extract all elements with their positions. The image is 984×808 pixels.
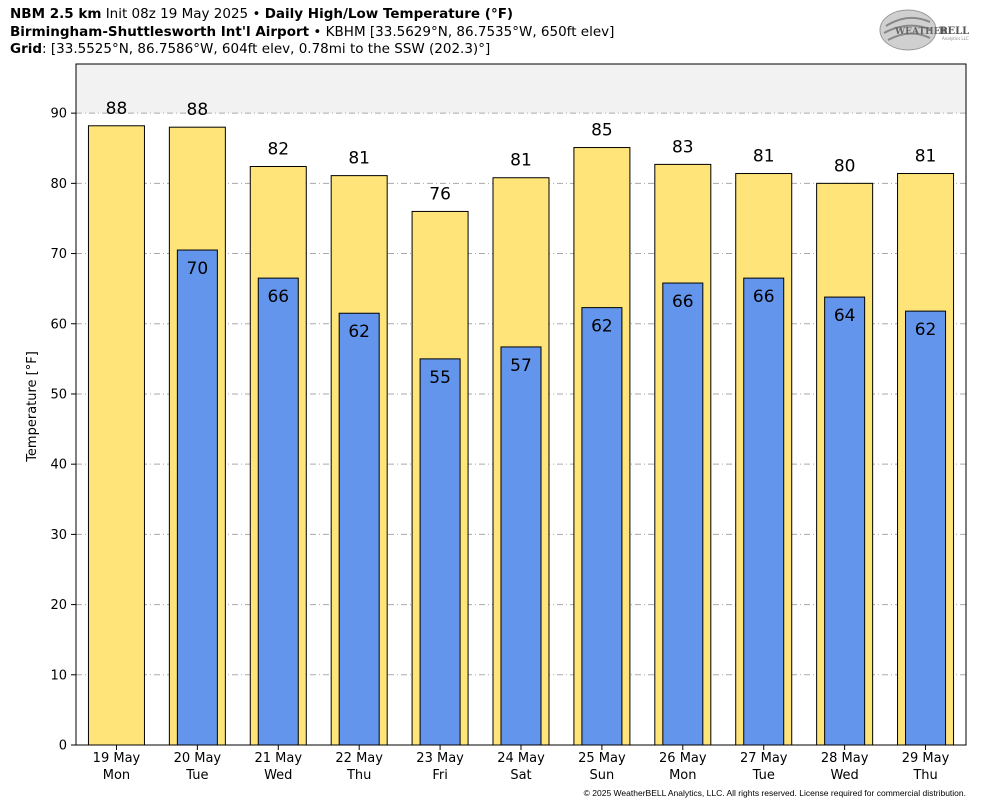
title-line-1: NBM 2.5 km Init 08z 19 May 2025 • Daily … <box>10 6 513 23</box>
low-bar <box>500 346 542 746</box>
x-tick-label-date: 21 May <box>254 751 302 766</box>
low-bar <box>176 249 218 746</box>
low-bar <box>662 282 704 746</box>
low-bar <box>419 358 461 746</box>
separator: • <box>252 6 261 22</box>
x-tick-label-day: Tue <box>185 768 208 783</box>
y-tick-label: 70 <box>50 247 67 262</box>
plot-background-upper <box>76 64 966 114</box>
y-tick-label: 0 <box>59 739 67 754</box>
y-tick-label: 10 <box>50 668 67 683</box>
low-bar <box>824 296 866 746</box>
x-tick-label-date: 20 May <box>174 751 222 766</box>
x-tick-label-date: 23 May <box>416 751 464 766</box>
x-tick-label-date: 19 May <box>93 751 141 766</box>
low-value-label: 70 <box>187 259 209 279</box>
x-tick-label-day: Sat <box>510 768 531 783</box>
low-value-label: 66 <box>753 287 775 307</box>
low-bar <box>743 277 785 746</box>
low-bar <box>257 277 299 746</box>
x-tick-label-date: 22 May <box>335 751 383 766</box>
y-tick-label: 20 <box>50 598 67 613</box>
x-tick-label-date: 26 May <box>659 751 707 766</box>
low-value-label: 57 <box>510 356 532 376</box>
grid-details: : [33.5525°N, 86.7586°W, 604ft elev, 0.7… <box>42 41 491 57</box>
x-tick-label-day: Tue <box>752 768 775 783</box>
high-value-label: 80 <box>834 156 856 176</box>
y-tick-label: 60 <box>50 317 67 332</box>
logo-subtext: Analytics LLC <box>942 36 969 41</box>
low-value-label: 64 <box>834 306 856 326</box>
high-value-label: 88 <box>106 99 128 119</box>
low-bar <box>338 312 380 746</box>
high-value-label: 81 <box>915 147 937 167</box>
y-tick-label: 90 <box>50 107 67 122</box>
x-tick-label-day: Mon <box>103 768 130 783</box>
high-value-label: 76 <box>429 184 451 204</box>
title-line-2: Birmingham-Shuttlesworth Int'l Airport •… <box>10 24 614 41</box>
high-value-label: 81 <box>510 151 532 171</box>
weatherbell-logo: WEATHER BELL Analytics LLC <box>879 9 969 51</box>
x-tick-label-day: Wed <box>264 768 292 783</box>
low-value-label: 62 <box>915 320 937 340</box>
y-tick-label: 40 <box>50 458 67 473</box>
logo-text-b: BELL <box>939 26 969 37</box>
product-name: Daily High/Low Temperature (°F) <box>264 6 514 22</box>
x-tick-label-date: 25 May <box>578 751 626 766</box>
y-tick-label: 50 <box>50 387 67 402</box>
x-tick-label-day: Mon <box>669 768 696 783</box>
model-name: NBM 2.5 km <box>10 6 102 22</box>
grid-label: Grid <box>10 41 43 57</box>
axes: 0 10 20 30 40 50 60 70 80 90 19 May Mon 20 May Tue 21 … <box>50 107 949 783</box>
low-value-label: 66 <box>267 287 289 307</box>
separator: • <box>313 24 322 40</box>
copyright-notice: © 2025 WeatherBELL Analytics, LLC. All r… <box>583 788 966 798</box>
x-tick-label-day: Sun <box>590 768 615 783</box>
high-value-label: 83 <box>672 137 694 157</box>
y-tick-label: 30 <box>50 528 67 543</box>
x-tick-label-date: 29 May <box>902 751 950 766</box>
title-line-3: Grid: [33.5525°N, 86.7586°W, 604ft elev,… <box>10 41 490 58</box>
logo-text-a: WEATHER <box>894 27 949 37</box>
station-name: Birmingham-Shuttlesworth Int'l Airport <box>10 24 310 40</box>
low-value-label: 55 <box>429 368 451 388</box>
low-value-label: 66 <box>672 292 694 312</box>
low-bar <box>581 307 623 746</box>
x-tick-label-date: 28 May <box>821 751 869 766</box>
x-tick-label-day: Wed <box>830 768 858 783</box>
y-tick-label: 80 <box>50 177 67 192</box>
low-bar <box>905 310 947 746</box>
high-value-label: 81 <box>348 149 370 169</box>
high-value-label: 88 <box>187 100 209 120</box>
low-value-label: 62 <box>591 317 613 337</box>
x-tick-label-date: 24 May <box>497 751 545 766</box>
high-value-label: 81 <box>753 147 775 167</box>
x-tick-label-day: Thu <box>346 768 371 783</box>
x-tick-label-date: 27 May <box>740 751 788 766</box>
high-value-label: 85 <box>591 121 613 141</box>
low-value-label: 62 <box>348 322 370 342</box>
high-value-label: 82 <box>267 140 289 160</box>
station-details: KBHM [33.5629°N, 86.7535°W, 650ft elev] <box>325 24 615 40</box>
high-bar <box>87 125 145 746</box>
init-time: Init 08z 19 May 2025 <box>105 6 249 22</box>
x-tick-label-day: Thu <box>912 768 937 783</box>
bars <box>87 125 955 746</box>
y-axis-label: Temperature [°F] <box>25 351 40 463</box>
x-tick-label-day: Fri <box>432 768 448 783</box>
value-labels: 88 88 70 82 66 81 62 76 55 81 57 85 62 83 66 81 66 80 64 81… <box>106 99 937 388</box>
